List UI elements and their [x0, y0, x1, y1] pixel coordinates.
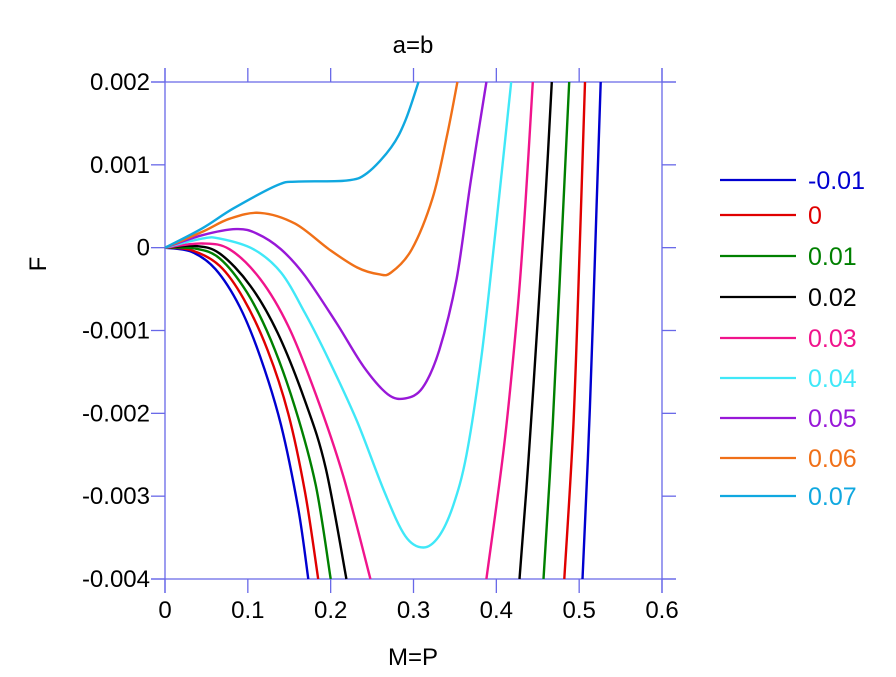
series-line-0.02	[518, 81, 553, 580]
series-line-0.03	[485, 81, 534, 580]
plot-area	[164, 81, 602, 580]
series-line-0.03	[164, 242, 372, 580]
series-line-0.02	[164, 244, 348, 580]
x-tick-label: 0.1	[231, 597, 264, 624]
legend-label: 0.02	[808, 284, 857, 312]
legend-label: 0.01	[808, 243, 857, 271]
y-axis-label: F	[25, 257, 52, 272]
legend-label: 0.07	[808, 483, 857, 511]
y-tick-label: 0.001	[90, 152, 150, 179]
series-line-0.04	[164, 81, 513, 549]
y-tick-label: 0.002	[90, 69, 150, 96]
axes: 0 0.1 0.2 0.3 0.4 0.5 0.6 0.002 0.001 0 -0.001 -0.0…	[82, 68, 679, 624]
y-tick-label: -0.001	[82, 318, 150, 345]
y-tick-label: -0.004	[82, 566, 150, 593]
series-line-0.05	[164, 81, 488, 401]
legend-label: 0	[808, 202, 822, 230]
x-tick-label: 0.2	[314, 597, 347, 624]
y-tick-label: 0	[137, 235, 150, 262]
series-line-0.01	[164, 246, 332, 580]
legend-label: 0.06	[808, 445, 857, 473]
legend-label: 0.05	[808, 405, 857, 433]
x-tick-label: 0.5	[562, 597, 595, 624]
x-axis-label: M=P	[388, 644, 438, 671]
legend-label: -0.01	[808, 167, 865, 195]
x-tick-label: 0	[158, 597, 171, 624]
series-line-0.06	[164, 81, 459, 277]
series-line-0	[164, 246, 320, 580]
series-line-0	[563, 81, 587, 580]
x-tick-label: 0.6	[645, 597, 678, 624]
legend-label: 0.04	[808, 365, 857, 393]
y-tick-label: -0.002	[82, 400, 150, 427]
y-tick-label: -0.003	[82, 483, 150, 510]
legend-label: 0.03	[808, 325, 857, 353]
series-line--0.01	[581, 81, 602, 580]
series-line--0.01	[164, 246, 310, 580]
x-tick-label: 0.3	[397, 597, 430, 624]
chart-title: a=b	[393, 32, 434, 59]
legend: -0.01 0 0.01 0.02 0.03 0.04 0.05 0.06 0.07	[720, 167, 865, 511]
series-line-0.07	[164, 81, 420, 249]
x-tick-label: 0.4	[480, 597, 513, 624]
series-line-0.01	[542, 81, 571, 580]
